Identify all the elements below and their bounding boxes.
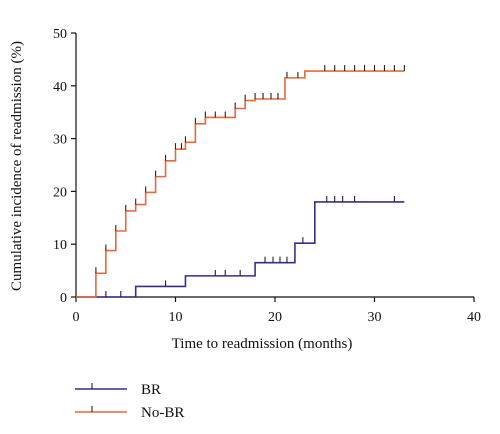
legend-item-no-br: No-BR xyxy=(75,405,184,421)
legend-item-br: BR xyxy=(75,382,161,398)
y-tick-label: 10 xyxy=(53,238,67,253)
x-tick-label: 0 xyxy=(73,310,80,325)
y-tick-label: 50 xyxy=(53,27,67,42)
x-tick-label: 30 xyxy=(368,310,382,325)
series-br xyxy=(76,195,405,298)
series-no-br xyxy=(76,65,405,298)
legend-label: No-BR xyxy=(141,405,184,421)
y-axis-label: Cumulative incidence of readmission (%) xyxy=(9,41,25,291)
x-tick-label: 40 xyxy=(467,310,481,325)
series-line-br xyxy=(76,201,405,298)
y-tick-label: 40 xyxy=(53,80,67,95)
y-axis-ticks: 0 10 20 30 40 50 xyxy=(53,27,76,306)
legend: BR No-BR xyxy=(75,382,184,421)
x-tick-label: 20 xyxy=(268,310,282,325)
y-tick-label: 30 xyxy=(53,133,67,148)
series-line-no-br xyxy=(76,70,405,298)
x-axis-ticks: 0 10 20 30 40 xyxy=(73,297,481,325)
y-tick-label: 20 xyxy=(53,185,67,200)
y-tick-label: 0 xyxy=(60,291,67,306)
x-axis-label: Time to readmission (months) xyxy=(172,336,353,352)
legend-label: BR xyxy=(141,382,161,398)
series-layer xyxy=(76,65,405,298)
x-tick-label: 10 xyxy=(169,310,183,325)
